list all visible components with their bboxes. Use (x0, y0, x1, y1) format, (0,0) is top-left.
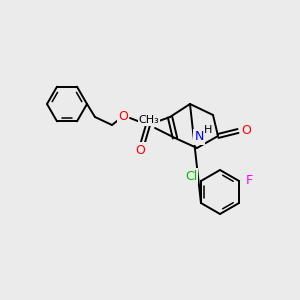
Text: N: N (194, 130, 204, 143)
Text: CH₃: CH₃ (139, 115, 159, 125)
Text: O: O (118, 110, 128, 122)
Text: Cl: Cl (185, 169, 197, 182)
Text: O: O (241, 124, 251, 137)
Text: O: O (135, 143, 145, 157)
Text: H: H (204, 125, 212, 135)
Text: F: F (245, 175, 253, 188)
